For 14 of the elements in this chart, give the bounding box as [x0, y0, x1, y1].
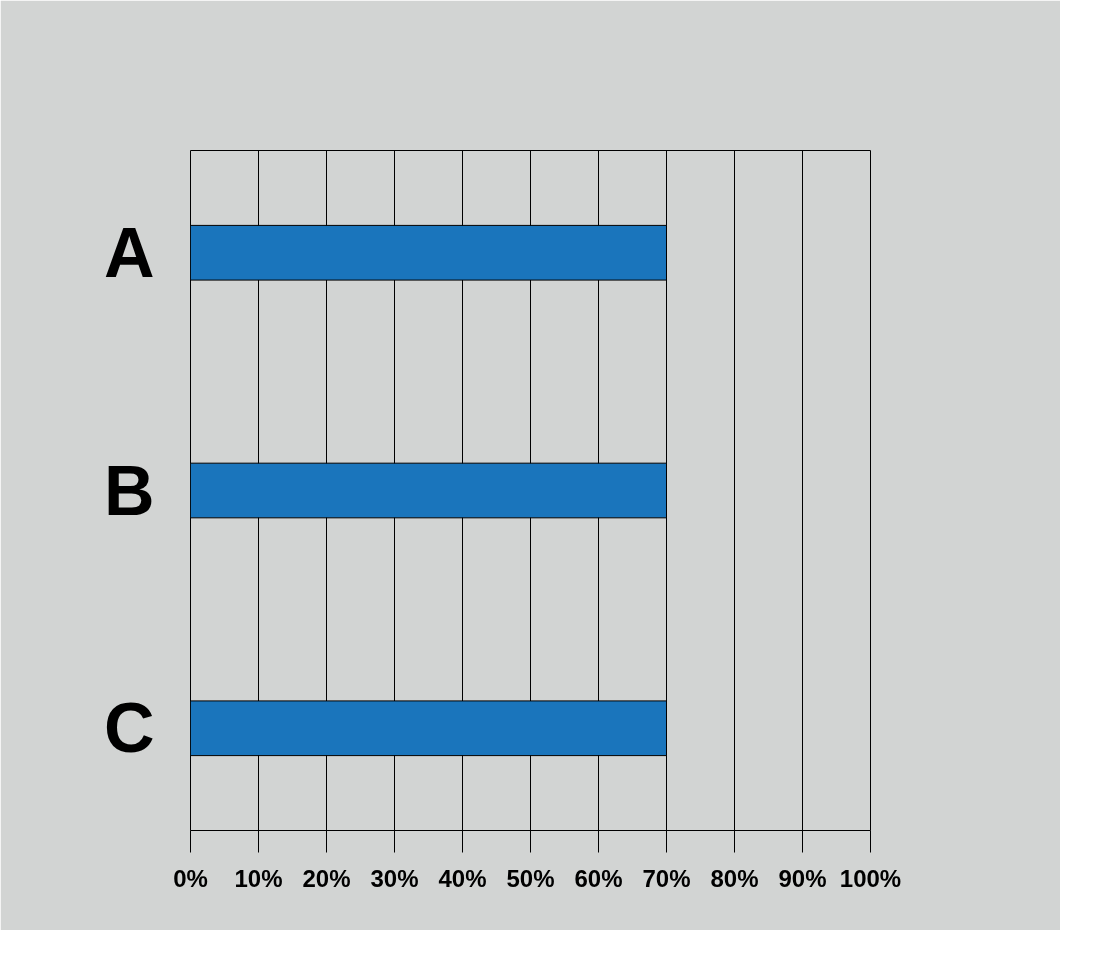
x-tick-label: 10% [234, 864, 283, 892]
x-tick-label: 20% [302, 864, 351, 892]
x-tick-label: 50% [506, 864, 555, 892]
x-tick-label: 60% [574, 864, 623, 892]
x-tick-label: 30% [370, 864, 419, 892]
x-tick-label: 80% [710, 864, 759, 892]
y-tick-label: A [103, 213, 155, 292]
x-tick-label: 40% [438, 864, 487, 892]
x-tick-label: 100% [839, 864, 902, 892]
x-tick-label: 90% [778, 864, 827, 892]
y-tick-label: B [103, 451, 155, 530]
x-tick-label: 70% [642, 864, 691, 892]
y-tick-label: C [103, 689, 155, 768]
x-tick-label: 0% [173, 864, 208, 892]
